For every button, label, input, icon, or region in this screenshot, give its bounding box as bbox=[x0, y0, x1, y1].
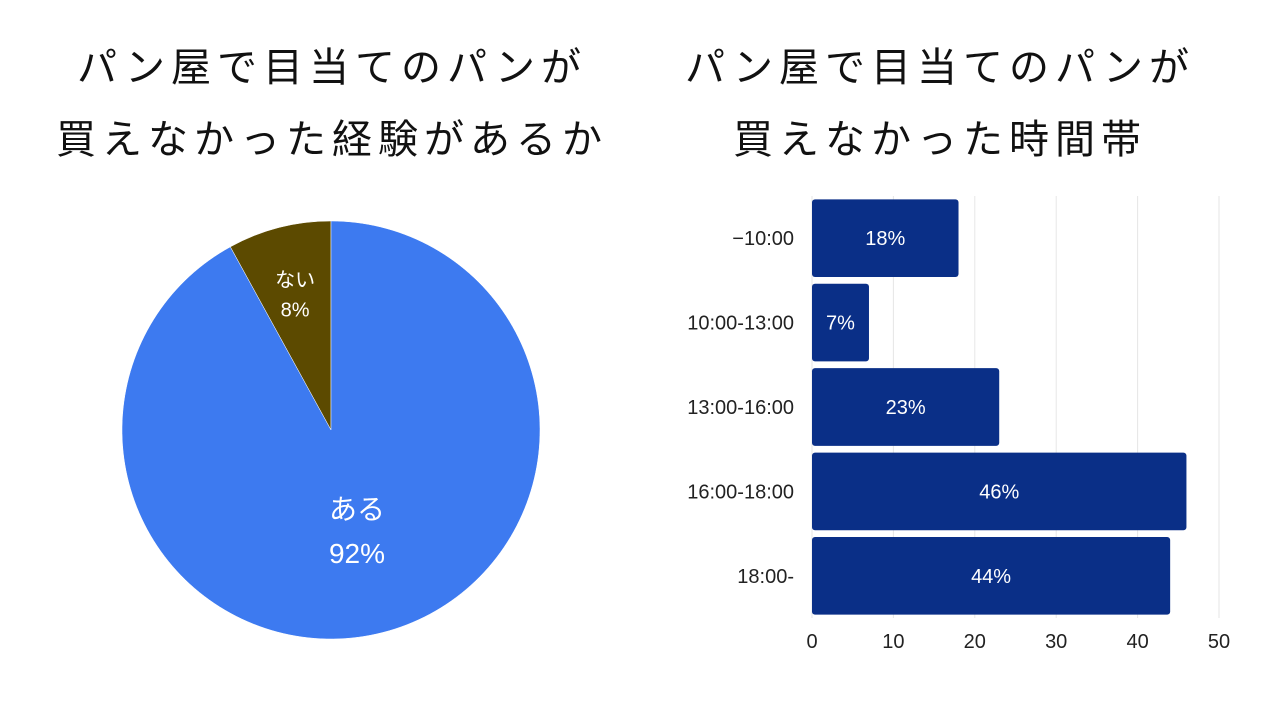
bar bbox=[812, 199, 959, 278]
x-tick-label: 50 bbox=[1208, 631, 1230, 653]
pie-chart: ない 8% ある 92% bbox=[121, 220, 541, 640]
y-category-label: 18:00- bbox=[737, 566, 794, 588]
pie-slice-value-label: 8% bbox=[281, 299, 310, 321]
y-category-label: −10:00 bbox=[732, 228, 794, 250]
bar bbox=[812, 368, 1000, 446]
y-category-label: 16:00-18:00 bbox=[687, 481, 794, 503]
bar-chart: 0 10 20 30 40 50 18% −10:00 7% 10:00-13:00 23% 13:0… bbox=[687, 196, 1230, 653]
x-tick-label: 20 bbox=[964, 631, 986, 653]
pie-title-line-1: パン屋で目当てのパンが bbox=[77, 45, 587, 91]
bar-value-label: 44% bbox=[971, 566, 1011, 588]
bar-value-label: 46% bbox=[979, 481, 1019, 503]
y-category-label: 10:00-13:00 bbox=[687, 313, 794, 335]
bar bbox=[812, 283, 869, 362]
x-tick-label: 40 bbox=[1126, 631, 1148, 653]
bar bbox=[812, 536, 1171, 615]
x-tick-label: 10 bbox=[882, 631, 904, 653]
pie-title-line-2: 買えなかった経験があるか bbox=[56, 117, 608, 163]
bar-value-label: 7% bbox=[826, 313, 855, 335]
pie-slice-1 bbox=[229, 220, 332, 431]
bar-chart-title: パン屋で目当てのパンが 買えなかった時間帯 bbox=[660, 32, 1220, 176]
bar-value-label: 23% bbox=[886, 397, 926, 419]
pie-slice-2 bbox=[121, 220, 541, 640]
bar-title-line-2: 買えなかった時間帯 bbox=[733, 117, 1147, 163]
bar bbox=[812, 452, 1187, 531]
x-tick-label: 0 bbox=[806, 631, 817, 653]
x-tick-label: 30 bbox=[1045, 631, 1067, 653]
y-category-label: 13:00-16:00 bbox=[687, 397, 794, 419]
pie-chart-title: パン屋で目当てのパンが 買えなかった経験があるか bbox=[52, 32, 612, 176]
pie-slice-value-label: 92% bbox=[329, 538, 385, 569]
pie-slice-label: ない bbox=[275, 269, 315, 291]
pie-slice-label: ある bbox=[329, 494, 385, 525]
bar-value-label: 18% bbox=[865, 228, 905, 250]
bar-title-line-1: パン屋で目当てのパンが bbox=[685, 45, 1195, 91]
